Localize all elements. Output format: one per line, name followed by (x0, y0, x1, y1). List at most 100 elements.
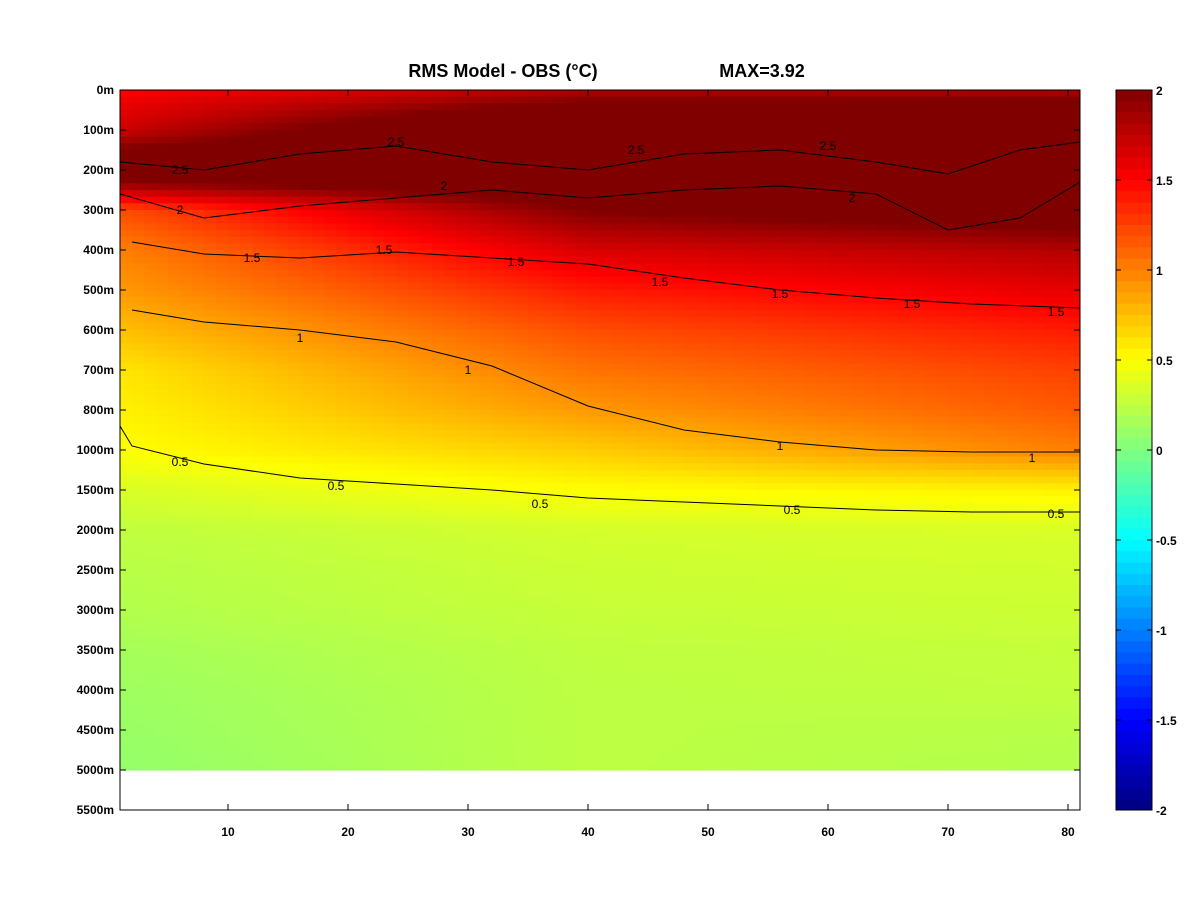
heatmap-cell (480, 323, 493, 331)
heatmap-cell (564, 463, 577, 471)
heatmap-cell (876, 276, 889, 284)
heatmap-cell (612, 383, 625, 391)
heatmap-cell (492, 143, 505, 151)
heatmap-cell (816, 176, 829, 184)
heatmap-cell (324, 410, 337, 418)
heatmap-cell (588, 383, 601, 391)
heatmap-cell (732, 116, 745, 124)
heatmap-cell (744, 423, 757, 431)
heatmap-cell (252, 476, 265, 484)
heatmap-cell (504, 176, 517, 184)
heatmap-cell (960, 150, 973, 158)
heatmap-cell (624, 350, 637, 358)
heatmap-cell (144, 356, 157, 364)
heatmap-cell (672, 490, 685, 498)
heatmap-cell (288, 150, 301, 158)
heatmap-cell (168, 356, 181, 364)
heatmap-cell (444, 210, 457, 218)
heatmap-cell (780, 176, 793, 184)
heatmap-cell (732, 450, 745, 458)
heatmap-cell (588, 456, 601, 464)
heatmap-cell (1008, 430, 1021, 438)
heatmap-cell (1056, 203, 1069, 211)
heatmap-cell (204, 136, 217, 144)
heatmap-cell (912, 216, 925, 224)
heatmap-cell (300, 456, 313, 464)
heatmap-cell (1020, 170, 1033, 178)
heatmap-cell (324, 423, 337, 431)
heatmap-cell (420, 296, 433, 304)
heatmap-cell (720, 363, 733, 371)
heatmap-cell (324, 343, 337, 351)
heatmap-cell (144, 123, 157, 131)
heatmap-cell (600, 283, 613, 291)
heatmap-cell (660, 416, 673, 424)
heatmap-cell (840, 123, 853, 131)
heatmap-cell (840, 303, 853, 311)
heatmap-cell (588, 396, 601, 404)
heatmap-cell (444, 136, 457, 144)
heatmap-cell (912, 130, 925, 138)
heatmap-cell (516, 143, 529, 151)
heatmap-cell (336, 156, 349, 164)
heatmap-cell (492, 203, 505, 211)
heatmap-cell (120, 163, 133, 171)
heatmap-cell (276, 350, 289, 358)
heatmap-cell (864, 350, 877, 358)
heatmap-cell (300, 123, 313, 131)
heatmap-cell (444, 250, 457, 258)
heatmap-cell (912, 270, 925, 278)
heatmap-cell (444, 96, 457, 104)
heatmap-cell (684, 203, 697, 211)
heatmap-cell (228, 270, 241, 278)
heatmap-cell (768, 463, 781, 471)
heatmap-cell (720, 283, 733, 291)
heatmap-cell (348, 470, 361, 478)
heatmap-cell (348, 423, 361, 431)
heatmap-cell (684, 336, 697, 344)
heatmap-cell (984, 403, 997, 411)
heatmap-cell (276, 496, 289, 504)
heatmap-cell (1008, 143, 1021, 151)
heatmap-cell (960, 176, 973, 184)
heatmap-cell (960, 343, 973, 351)
heatmap-cell (828, 150, 841, 158)
heatmap-cell (552, 343, 565, 351)
heatmap-cell (624, 270, 637, 278)
heatmap-cell (636, 163, 649, 171)
heatmap-cell (180, 503, 193, 511)
heatmap-cell (468, 230, 481, 238)
heatmap-cell (684, 256, 697, 264)
heatmap-cell (252, 303, 265, 311)
heatmap-cell (276, 96, 289, 104)
heatmap-cell (1068, 363, 1080, 371)
heatmap-cell (996, 103, 1009, 111)
heatmap-cell (300, 390, 313, 398)
heatmap-cell (444, 496, 457, 504)
heatmap-cell (324, 450, 337, 458)
heatmap-cell (732, 430, 745, 438)
heatmap-cell (864, 210, 877, 218)
heatmap-cell (480, 216, 493, 224)
heatmap-cell (372, 290, 385, 298)
heatmap-cell (852, 476, 865, 484)
heatmap-cell (468, 503, 481, 511)
heatmap-cell (480, 256, 493, 264)
heatmap-cell (660, 223, 673, 231)
heatmap-cell (372, 230, 385, 238)
heatmap-cell (396, 383, 409, 391)
heatmap-cell (624, 476, 637, 484)
heatmap-cell (348, 123, 361, 131)
heatmap-cell (216, 170, 229, 178)
heatmap-cell (816, 183, 829, 191)
heatmap-cell (252, 283, 265, 291)
heatmap-cell (168, 203, 181, 211)
heatmap-cell (864, 243, 877, 251)
heatmap-cell (264, 476, 277, 484)
heatmap-cell (1020, 216, 1033, 224)
heatmap-cell (456, 436, 469, 444)
heatmap-cell (636, 216, 649, 224)
heatmap-cell (252, 330, 265, 338)
heatmap-cell (348, 230, 361, 238)
heatmap-cell (480, 110, 493, 118)
